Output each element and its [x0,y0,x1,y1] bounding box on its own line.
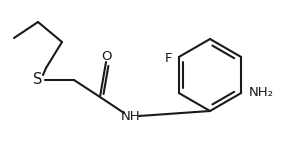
Text: S: S [33,73,43,87]
Text: O: O [101,51,111,63]
Text: F: F [165,53,173,65]
Text: NH₂: NH₂ [249,86,274,100]
Text: NH: NH [121,109,141,123]
